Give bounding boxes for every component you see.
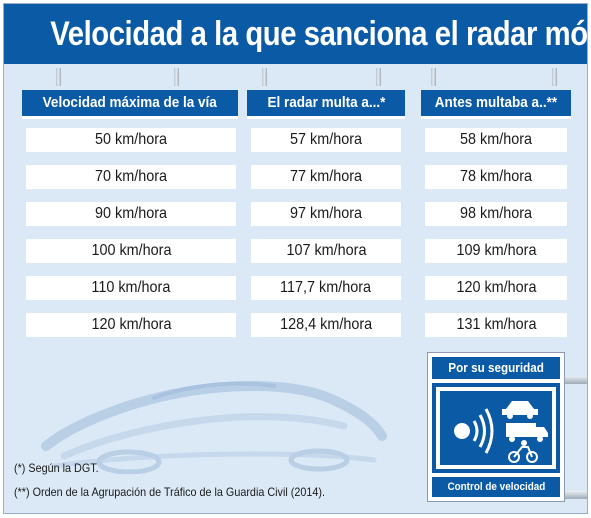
post bbox=[431, 68, 436, 86]
cell-value: 57 km/hora bbox=[289, 131, 363, 148]
table-cell: 98 km/hora bbox=[425, 202, 567, 226]
car-truck-motorcycle-icon bbox=[502, 401, 548, 463]
cell-value: 120 km/hora bbox=[455, 279, 537, 296]
cell-value: 97 km/hora bbox=[289, 205, 363, 222]
table-cell: 120 km/hora bbox=[26, 313, 236, 337]
table-cell: 57 km/hora bbox=[251, 128, 401, 152]
radar-sign: Por su seguridad bbox=[427, 352, 565, 502]
sign-panel bbox=[432, 383, 560, 473]
cell-value: 70 km/hora bbox=[94, 168, 168, 185]
car-silhouette-icon bbox=[41, 381, 387, 474]
header-posts bbox=[4, 64, 587, 94]
table-cell: 78 km/hora bbox=[425, 165, 567, 189]
infographic: Velocidad a la que sanciona el radar móv… bbox=[3, 3, 588, 514]
table-cell: 58 km/hora bbox=[425, 128, 567, 152]
cell-value: 90 km/hora bbox=[94, 205, 168, 222]
table-cell: 90 km/hora bbox=[26, 202, 236, 226]
speed-camera-icon bbox=[436, 387, 556, 469]
post bbox=[262, 68, 267, 86]
sign-bracket bbox=[564, 491, 587, 499]
post bbox=[56, 68, 61, 86]
column-header-label: Velocidad máxima de la vía bbox=[42, 94, 218, 111]
table-cell: 100 km/hora bbox=[26, 239, 236, 263]
table-cell: 97 km/hora bbox=[251, 202, 401, 226]
column-header-radar-fines: El radar multa a...* bbox=[247, 90, 405, 119]
sign-bottom-banner: Control de velocidad bbox=[432, 477, 560, 497]
sign-top-label: Por su seguridad bbox=[448, 360, 544, 375]
table-cell: 117,7 km/hora bbox=[251, 276, 401, 300]
sign-bottom-label: Control de velocidad bbox=[447, 481, 545, 493]
footnote: (**) Orden de la Agrupación de Tráfico d… bbox=[14, 485, 325, 499]
column-header-before-fines: Antes multaba a..** bbox=[421, 90, 571, 119]
post bbox=[174, 68, 179, 86]
cell-value: 109 km/hora bbox=[455, 242, 537, 259]
cell-value: 120 km/hora bbox=[90, 316, 172, 333]
title-text: Velocidad a la que sanciona el radar móv… bbox=[50, 15, 588, 53]
cell-value: 100 km/hora bbox=[90, 242, 172, 259]
page-title: Velocidad a la que sanciona el radar móv… bbox=[4, 4, 587, 64]
cell-value: 110 km/hora bbox=[91, 279, 171, 296]
post bbox=[376, 68, 381, 86]
table-cell: 131 km/hora bbox=[425, 313, 567, 337]
cell-value: 58 km/hora bbox=[459, 131, 533, 148]
footnotes: (*) Según la DGT. (**) Orden de la Agrup… bbox=[14, 456, 394, 504]
cell-value: 77 km/hora bbox=[289, 168, 363, 185]
cell-value: 128,4 km/hora bbox=[279, 316, 373, 333]
table-cell: 107 km/hora bbox=[251, 239, 401, 263]
table-cell: 70 km/hora bbox=[26, 165, 236, 189]
table-cell: 128,4 km/hora bbox=[251, 313, 401, 337]
table-cell: 120 km/hora bbox=[425, 276, 567, 300]
cell-value: 98 km/hora bbox=[459, 205, 533, 222]
cell-value: 107 km/hora bbox=[285, 242, 367, 259]
sign-top-banner: Por su seguridad bbox=[432, 357, 560, 379]
table-cell: 110 km/hora bbox=[26, 276, 236, 300]
column-header-label: Antes multaba a..** bbox=[434, 94, 558, 111]
column-header-label: El radar multa a...* bbox=[267, 94, 385, 111]
table-cell: 109 km/hora bbox=[425, 239, 567, 263]
table-cell: 77 km/hora bbox=[251, 165, 401, 189]
cell-value: 117,7 km/hora bbox=[280, 279, 372, 296]
footnote: (*) Según la DGT. bbox=[14, 461, 99, 475]
cell-value: 131 km/hora bbox=[455, 316, 537, 333]
column-header-max-speed: Velocidad máxima de la vía bbox=[22, 90, 238, 119]
table-cell: 50 km/hora bbox=[26, 128, 236, 152]
post bbox=[552, 68, 557, 86]
cell-value: 78 km/hora bbox=[459, 168, 533, 185]
sign-bracket bbox=[564, 376, 587, 384]
cell-value: 50 km/hora bbox=[94, 131, 168, 148]
